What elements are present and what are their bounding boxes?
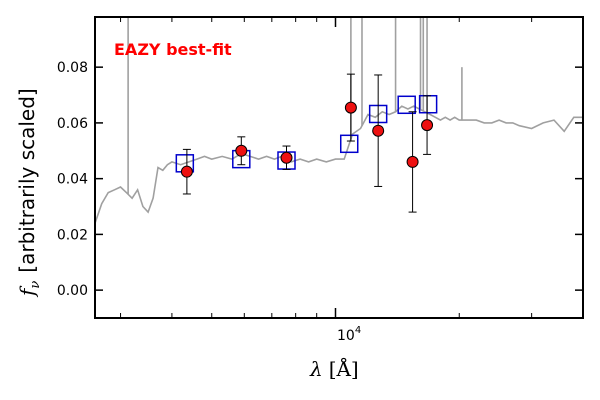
observed-point: [406, 155, 419, 168]
x-tick-label-1e4: 104: [337, 325, 361, 344]
model-point: [397, 95, 416, 115]
y-tick-label: 0.00: [57, 283, 88, 299]
observed-point: [280, 151, 293, 164]
x-axis-label: λ [Å]: [309, 356, 359, 381]
y-tick-label: 0.02: [57, 227, 88, 243]
plot-frame: [94, 16, 584, 319]
observed-point: [235, 144, 248, 157]
axis-ticks: [95, 17, 584, 318]
observed-point: [372, 124, 385, 137]
observed-point: [421, 119, 434, 132]
y-tick-label: 0.06: [57, 116, 88, 132]
model-point: [339, 134, 359, 154]
y-axis-label: fν[arbitrarily scaled]: [15, 88, 43, 298]
annotation-eazy: EAZY best-fit: [114, 40, 232, 59]
observed-point: [180, 165, 193, 178]
template-line: [95, 105, 583, 224]
y-tick-labels: 0.00 0.02 0.04 0.06 0.08: [57, 60, 88, 299]
observed-photometry-series: [180, 101, 434, 178]
y-tick-label: 0.08: [57, 60, 88, 76]
y-tick-label: 0.04: [57, 172, 88, 188]
error-bars: [182, 73, 432, 213]
observed-point: [344, 101, 357, 114]
